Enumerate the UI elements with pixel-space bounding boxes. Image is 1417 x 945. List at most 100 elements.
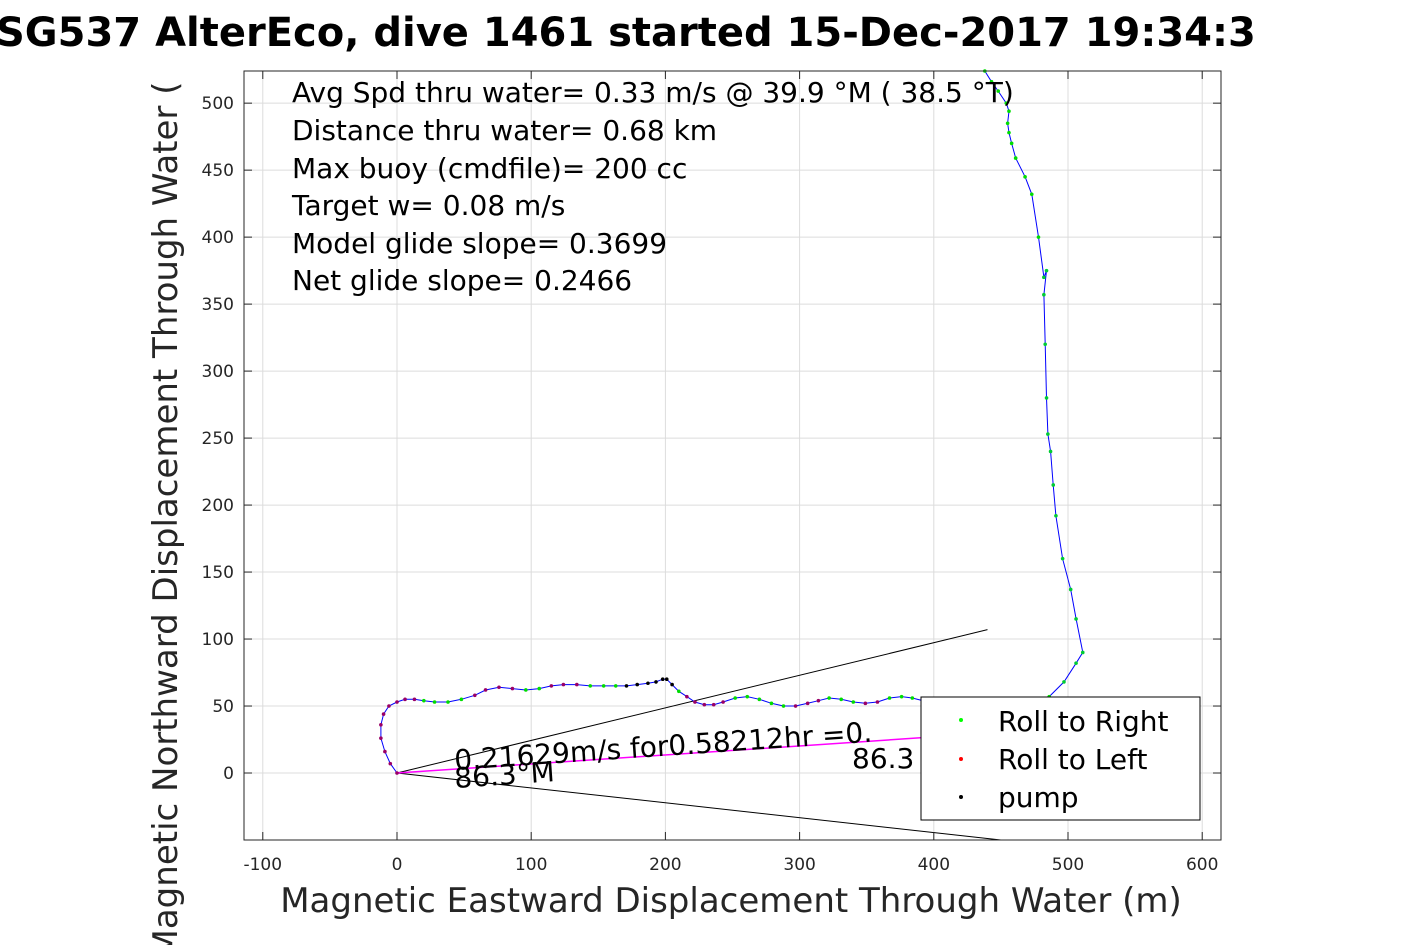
y-tick-label: 100 — [202, 630, 234, 650]
y-tick-label: 0 — [223, 764, 234, 784]
grid — [244, 71, 1221, 840]
track-marker — [1068, 587, 1073, 592]
y-tick-label: 150 — [202, 563, 234, 583]
track-marker — [875, 700, 880, 704]
track-marker — [839, 697, 844, 702]
track-marker — [379, 736, 383, 740]
track-marker — [387, 704, 391, 708]
heading-cone-line — [396, 772, 1001, 841]
track-marker — [381, 712, 386, 716]
x-tick-label: 300 — [783, 855, 815, 875]
track-marker — [781, 704, 786, 708]
track-marker — [1004, 101, 1009, 105]
stat-target-w: Target w= 0.08 m/s — [291, 189, 565, 222]
track-marker — [769, 701, 774, 706]
track-marker — [1074, 661, 1078, 665]
track-marker — [1023, 175, 1027, 179]
track-marker — [459, 697, 464, 702]
track-marker — [446, 700, 450, 704]
track-marker — [757, 697, 762, 702]
track-marker — [664, 677, 669, 682]
track-marker — [910, 696, 915, 700]
track-marker — [1074, 617, 1078, 621]
track-marker — [646, 681, 650, 686]
track-marker — [899, 694, 904, 699]
track-marker — [1062, 680, 1066, 684]
track-marker — [395, 700, 399, 704]
track-marker — [1029, 192, 1034, 197]
heading-cone-line — [396, 629, 988, 774]
heading-end-annotation: 86.3 — [852, 742, 914, 775]
x-tick-label: 100 — [515, 855, 547, 875]
y-tick-label: 350 — [202, 295, 234, 315]
axes-frame — [243, 70, 1222, 841]
x-tick-label: 400 — [918, 855, 950, 875]
x-tick-label: 500 — [1052, 855, 1084, 875]
track-marker — [588, 684, 593, 688]
track-marker — [403, 697, 407, 702]
track-marker — [537, 686, 542, 691]
track-marker — [1036, 235, 1041, 239]
track-marker — [635, 682, 640, 687]
track-marker — [412, 697, 417, 702]
track-marker — [624, 684, 629, 688]
legend-marker-roll-left — [959, 757, 963, 761]
y-axis-label: Magnetic Northward Displacement Through … — [146, 82, 186, 945]
track-marker — [721, 700, 725, 704]
x-tick-label: 0 — [392, 855, 403, 875]
y-tick-label: 500 — [202, 94, 234, 114]
y-tick-label: 300 — [202, 362, 234, 382]
track-marker — [989, 79, 994, 84]
x-tick-label: -100 — [243, 855, 282, 875]
track-marker — [1043, 342, 1047, 347]
stat-net-glide-slope: Net glide slope= 0.2466 — [292, 264, 632, 297]
axis-ticks — [244, 71, 1221, 840]
stats-block: Avg Spd thru water= 0.33 m/s @ 39.9 °M (… — [291, 76, 1014, 297]
track-marker — [1007, 130, 1011, 135]
stat-model-glide-slope: Model glide slope= 0.3699 — [292, 227, 667, 260]
track-marker — [561, 682, 566, 687]
track-marker — [827, 696, 831, 700]
tick-labels: -100 0 100 200 300 400 500 600 0 50 100 150 200 250 30… — [202, 94, 1219, 875]
stat-distance: Distance thru water= 0.68 km — [292, 114, 717, 147]
y-tick-label: 250 — [202, 429, 234, 449]
track-marker — [660, 677, 665, 682]
x-tick-label: 600 — [1186, 855, 1218, 875]
track-marker — [887, 696, 892, 700]
track-marker — [379, 722, 383, 727]
y-tick-label: 450 — [202, 161, 234, 181]
track-marker — [383, 749, 387, 754]
track-marker — [863, 701, 868, 706]
track-marker — [685, 694, 689, 699]
track-marker — [1042, 292, 1046, 297]
track-marker — [510, 686, 515, 691]
track-marker — [432, 700, 437, 704]
track-marker — [996, 89, 1001, 93]
track-marker — [483, 688, 488, 692]
track-marker — [745, 694, 750, 699]
legend-label-pump: pump — [998, 781, 1079, 814]
legend-box — [920, 696, 1201, 821]
track-marker — [1005, 121, 1010, 126]
track-marker — [816, 698, 821, 703]
track-marker — [395, 771, 399, 775]
track-marker — [793, 704, 798, 708]
x-axis-label: Magnetic Eastward Displacement Through W… — [280, 881, 1182, 921]
track-marker — [1009, 141, 1014, 146]
stat-max-buoy: Max buoy (cmdfile)= 200 cc — [292, 152, 687, 185]
current-vector-line — [396, 733, 975, 774]
x-tick-label: 200 — [649, 855, 681, 875]
track-marker — [613, 684, 618, 688]
y-tick-label: 200 — [202, 496, 234, 516]
track-marker — [1054, 513, 1058, 518]
legend-marker-roll-right — [959, 718, 963, 722]
track-marker — [733, 696, 737, 700]
track-marker — [497, 685, 501, 690]
track-marker — [388, 761, 393, 766]
track-marker — [1048, 449, 1053, 454]
track-marker — [711, 702, 716, 707]
track-marker — [702, 702, 707, 707]
track-marker — [1042, 275, 1046, 280]
track-marker — [422, 698, 426, 703]
